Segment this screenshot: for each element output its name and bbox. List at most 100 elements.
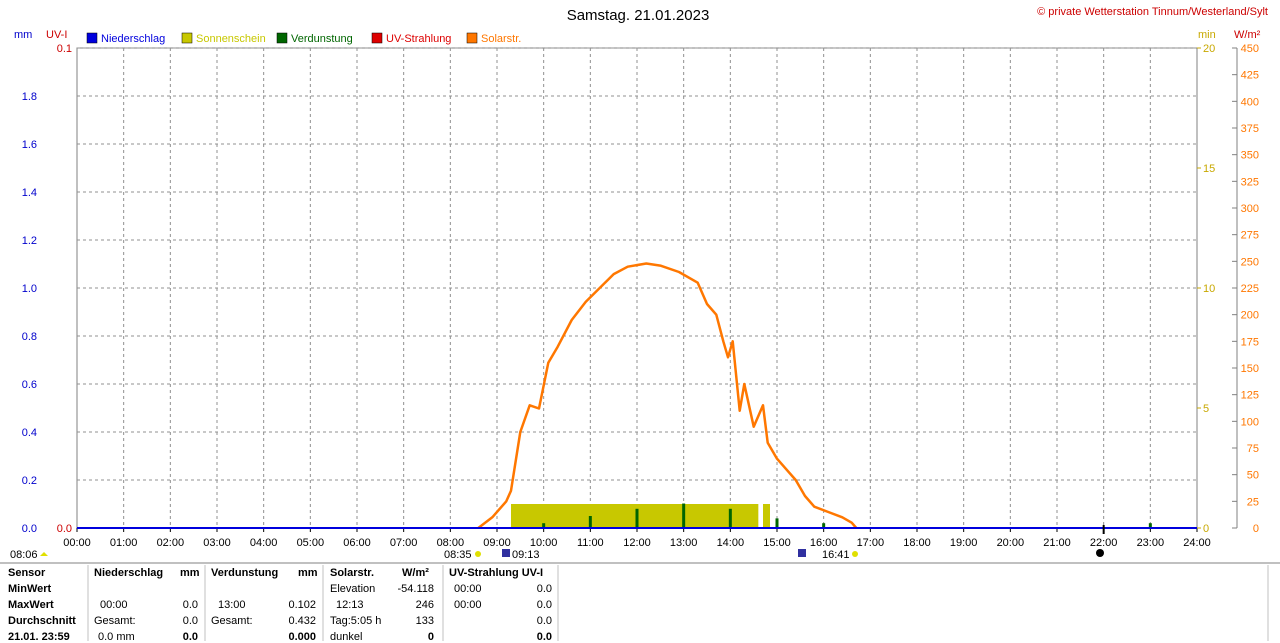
marks [77, 262, 1197, 529]
solar-line [477, 262, 858, 529]
x-tick-label: 15:00 [763, 537, 791, 549]
x-tick-label: 20:00 [997, 537, 1025, 549]
row-avg-solar-b: 133 [415, 615, 434, 627]
row-max-uv-b: 0.0 [536, 599, 552, 611]
row-min-label: MinWert [8, 583, 52, 595]
wm2-tick-label: 375 [1241, 123, 1259, 135]
x-tick-label: 12:00 [623, 537, 651, 549]
x-tick-label: 08:00 [437, 537, 465, 549]
mm-tick-label: 1.0 [22, 283, 37, 295]
legend-label-0: Niederschlag [101, 33, 165, 45]
legend-swatch-0 [86, 32, 98, 44]
unit-mm: mm [14, 29, 32, 41]
legend-swatch-1 [181, 32, 193, 44]
wm2-tick-label: 425 [1241, 70, 1259, 82]
wm2-tick-label: 100 [1241, 416, 1259, 428]
row-avg-rain-a: Gesamt: [94, 615, 136, 627]
chart-title: Samstag. 21.01.2023 [567, 7, 710, 24]
min-tick-label: 5 [1203, 403, 1209, 415]
row-max-rain-a: 00:00 [100, 599, 128, 611]
mm-tick-label: 0.0 [22, 523, 37, 535]
dusk-icon [798, 549, 806, 557]
legend-label-1: Sonnenschein [196, 33, 266, 45]
wm2-tick-label: 350 [1241, 150, 1259, 162]
row-min-uv-b: 0.0 [536, 583, 552, 595]
x-tick-label: 14:00 [717, 537, 745, 549]
axes: 00:00 01:00 02:00 03:00 04:00 05:00 06:00 07:00… [22, 43, 1259, 549]
row-avg-rain-b: 0.0 [182, 615, 198, 627]
wm2-tick-label: 300 [1241, 203, 1259, 215]
x-tick-label: 09:00 [483, 537, 511, 549]
wm2-tick-label: 275 [1241, 230, 1259, 242]
row-avg-uv-b: 0.0 [536, 615, 552, 627]
legend-label-2: Verdunstung [291, 33, 353, 45]
unit-uv: UV-I [46, 29, 67, 41]
unit-min: min [1198, 29, 1216, 41]
hdr-rain: Niederschlag [94, 567, 164, 579]
x-tick-label: 17:00 [857, 537, 885, 549]
min-tick-label: 15 [1203, 163, 1215, 175]
row-max-solar-a: 12:13 [336, 599, 364, 611]
hdr-evap-unit: mm [298, 567, 318, 579]
mm-tick-label: 0.2 [22, 475, 37, 487]
wm2-tick-label: 450 [1241, 43, 1259, 55]
row-max-solar-b: 246 [415, 599, 434, 611]
legend: Niederschlag Sonnenschein Verdunstung UV-St… [86, 32, 521, 45]
hdr-rain-unit: mm [180, 567, 200, 579]
wm2-tick-label: 200 [1241, 310, 1259, 322]
x-tick-label: 03:00 [203, 537, 231, 549]
wm2-tick-label: 325 [1241, 176, 1259, 188]
x-tick-label: 10:00 [530, 537, 558, 549]
mm-tick-label: 1.8 [22, 91, 37, 103]
mm-tick-label: 0.6 [22, 379, 37, 391]
row-max-label: MaxWert [8, 599, 54, 611]
mm-tick-label: 0.4 [22, 427, 37, 439]
x-tick-label: 16:00 [810, 537, 838, 549]
event-sunrise: 08:06 [10, 549, 38, 561]
unit-wm2: W/m² [1234, 29, 1261, 41]
row-last-solar-b: 0 [427, 631, 434, 643]
wm2-tick-label: 25 [1247, 496, 1259, 508]
event-sun-end: 16:41 [822, 549, 850, 561]
row-last-label: 21.01. 23:59 [8, 631, 70, 643]
x-tick-label: 02:00 [157, 537, 185, 549]
x-tick-label: 18:00 [903, 537, 931, 549]
min-tick-label: 0 [1203, 523, 1209, 535]
row-avg-solar-a: Tag:5:05 h [330, 615, 382, 627]
legend-label-4: Solarstr. [481, 33, 521, 45]
hdr-solar: Solarstr. [330, 567, 375, 579]
mm-tick-label: 1.4 [22, 187, 37, 199]
wm2-tick-label: 225 [1241, 283, 1259, 295]
wm2-tick-label: 400 [1241, 96, 1259, 108]
row-max-rain-b: 0.0 [182, 599, 198, 611]
x-tick-label: 22:00 [1090, 537, 1118, 549]
row-last-rain-b: 0.0 [182, 631, 198, 643]
sunshine-bar [763, 504, 770, 528]
row-min-uv-a: 00:00 [454, 583, 482, 595]
moon-icon [1096, 549, 1104, 557]
wm2-tick-label: 125 [1241, 390, 1259, 402]
wm2-tick-label: 175 [1241, 336, 1259, 348]
x-tick-label: 06:00 [343, 537, 371, 549]
hdr-solar-unit: W/m² [402, 567, 429, 579]
x-tick-label: 00:00 [63, 537, 91, 549]
row-max-evap-b: 0.102 [288, 599, 316, 611]
row-last-rain-a: 0.0 mm [98, 631, 135, 643]
wm2-tick-label: 75 [1247, 443, 1259, 455]
mm-tick-label: 1.6 [22, 139, 37, 151]
x-tick-label: 11:00 [577, 537, 604, 549]
event-civil-start: 08:35 [444, 549, 472, 561]
row-max-uv-a: 00:00 [454, 599, 482, 611]
x-tick-label: 05:00 [297, 537, 325, 549]
row-min-solar-a: Elevation [330, 583, 376, 595]
events: 08:06 08:35 09:13 16:41 [10, 525, 1105, 561]
row-last-solar-a: dunkel [330, 631, 363, 643]
legend-swatch-2 [276, 32, 288, 44]
legend-label-3: UV-Strahlung [386, 33, 451, 45]
hdr-uv: UV-Strahlung UV-I [449, 567, 544, 579]
twilight-icon [502, 549, 510, 557]
event-sun-start: 09:13 [512, 549, 540, 561]
legend-swatch-4 [466, 32, 478, 44]
x-tick-label: 04:00 [250, 537, 278, 549]
